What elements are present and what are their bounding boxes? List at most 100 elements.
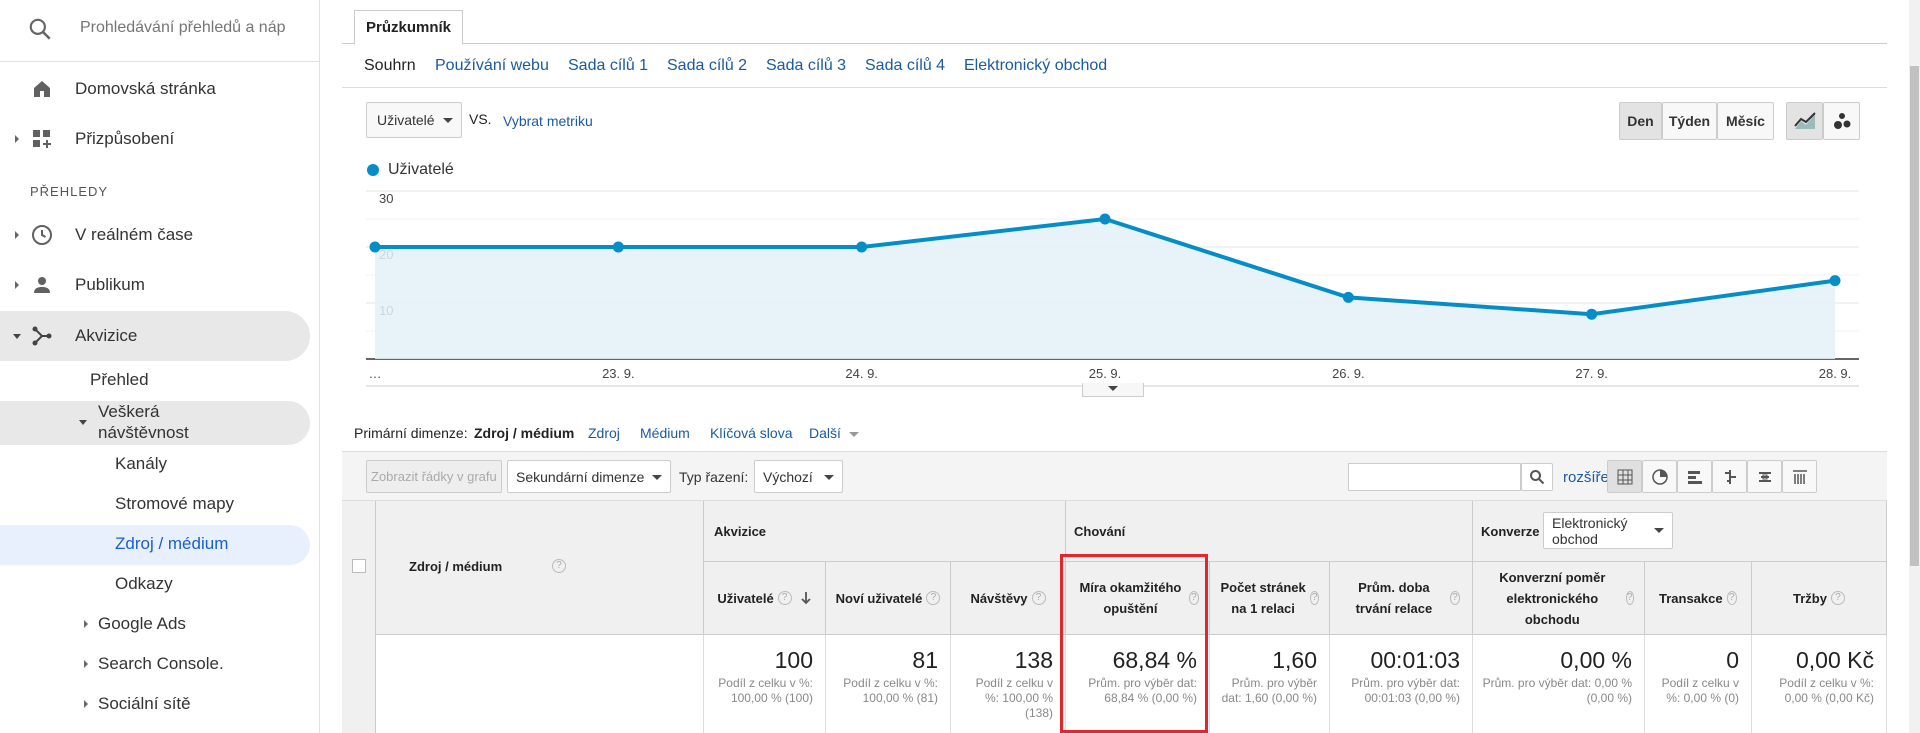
sidebar-item-audience[interactable]: Publikum — [0, 261, 320, 309]
sidebar-item-acquisition[interactable]: Akvizice — [0, 312, 310, 360]
expand-arrow-icon — [84, 700, 88, 708]
line-chart-icon — [1793, 112, 1816, 129]
conversions-select[interactable]: Elektronický obchod — [1543, 512, 1673, 549]
sidebar-item-referrals[interactable]: Odkazy — [115, 574, 173, 593]
sidebar-item-overview[interactable]: Přehled — [90, 370, 149, 389]
search-icon[interactable] — [27, 16, 53, 42]
sidebar-item-customize[interactable]: Přizpůsobení — [0, 115, 320, 163]
chevron-down-icon — [443, 118, 453, 123]
metric-select-value: Uživatelé — [377, 112, 435, 128]
dimension-header[interactable]: Zdroj / médium ? — [376, 501, 704, 634]
help-icon[interactable]: ? — [1449, 591, 1460, 605]
select-metric-link[interactable]: Vybrat metriku — [503, 113, 593, 129]
help-icon[interactable]: ? — [552, 559, 566, 573]
total-value: 0,00 Kč — [1796, 647, 1874, 673]
x-tick-label: 25. 9. — [1089, 366, 1122, 381]
total-value: 68,84 % — [1112, 647, 1197, 673]
view-term-cloud-button[interactable] — [1747, 460, 1782, 493]
chart-resize-handle[interactable] — [1082, 383, 1144, 397]
subnav-goal-set-1[interactable]: Sada cílů 1 — [568, 57, 649, 74]
group-acquisition-label: Akvizice — [714, 524, 767, 539]
table-filter-search-button[interactable] — [1521, 463, 1553, 491]
term-cloud-icon — [1758, 471, 1771, 482]
help-icon[interactable]: ? — [1830, 591, 1845, 605]
total-value: 138 — [1014, 647, 1053, 673]
subnav-goal-set-3[interactable]: Sada cílů 3 — [766, 57, 847, 74]
help-icon[interactable]: ? — [777, 591, 792, 605]
total-subtext: Prům. pro výběr dat: 68,84 % (0,00 %) — [1088, 676, 1197, 705]
page-scrollbar-thumb[interactable] — [1910, 66, 1919, 566]
dimension-header-label: Zdroj / médium — [409, 559, 503, 574]
sidebar-item-channels[interactable]: Kanály — [115, 454, 167, 473]
period-month-button[interactable]: Měsíc — [1717, 102, 1774, 140]
view-table-button[interactable] — [1607, 460, 1642, 493]
primary-dimension-medium[interactable]: Médium — [640, 425, 690, 441]
bar-chart-icon — [1687, 470, 1702, 484]
users-chart: 102030 …23. 9.24. 9.25. 9.26. 9.27. 9.28… — [366, 190, 1859, 387]
sort-type-select[interactable]: Výchozí — [754, 460, 843, 493]
total-subtext: Podíl z celku v %: 100,00 % (100) — [718, 676, 813, 705]
sidebar-item-home[interactable]: Domovská stránka — [0, 65, 320, 113]
col-header-avg-session-duration[interactable]: Prům. doba trvání relace? — [1330, 561, 1473, 634]
col-header-ecommerce-rate[interactable]: Konverzní poměr elektronického obchodu? — [1473, 561, 1645, 634]
sidebar-item-realtime[interactable]: V reálném čase — [0, 211, 320, 259]
primary-dimension-keywords[interactable]: Klíčová slova — [710, 425, 793, 441]
period-week-button[interactable]: Týden — [1662, 102, 1717, 140]
subnav-summary[interactable]: Souhrn — [364, 57, 416, 74]
plot-rows-button[interactable]: Zobrazit řádky v grafu — [366, 460, 502, 493]
group-acquisition: Akvizice — [704, 501, 1066, 561]
vs-label: VS. — [469, 111, 492, 127]
expand-arrow-icon — [84, 620, 88, 628]
select-all-checkbox[interactable] — [352, 559, 366, 573]
sidebar-highlight-all-traffic — [0, 401, 310, 445]
sidebar-item-all-traffic[interactable]: Veškerá návštěvnost — [78, 402, 298, 444]
dashboard-plus-icon — [33, 130, 51, 148]
view-pivot-button[interactable] — [1782, 460, 1817, 493]
table-filter-input[interactable] — [1348, 463, 1521, 491]
help-icon[interactable]: ? — [1726, 591, 1737, 605]
col-header-users[interactable]: Uživatelé? — [704, 561, 826, 634]
period-day-button[interactable]: Den — [1619, 102, 1662, 140]
motion-chart-button[interactable] — [1823, 102, 1860, 140]
checkbox-column — [342, 501, 376, 733]
subnav-site-usage[interactable]: Používání webu — [435, 57, 549, 74]
view-comparison-button[interactable] — [1712, 460, 1747, 493]
collapse-arrow-icon — [79, 420, 87, 425]
sidebar-item-source-medium[interactable]: Zdroj / médium — [115, 534, 229, 553]
col-header-bounce-rate[interactable]: Míra okamžitého opuštění? — [1066, 561, 1210, 634]
help-icon[interactable]: ? — [1310, 591, 1319, 605]
col-header-revenue[interactable]: Tržby? — [1752, 561, 1887, 634]
sidebar-item-treemaps[interactable]: Stromové mapy — [115, 494, 235, 513]
col-header-new-users[interactable]: Noví uživatelé? — [826, 561, 951, 634]
subnav-goal-set-2[interactable]: Sada cílů 2 — [667, 57, 748, 74]
group-conversions: Konverze Elektronický obchod — [1473, 501, 1887, 561]
primary-dimension-active: Zdroj / médium — [474, 425, 575, 441]
secondary-dimension-select[interactable]: Sekundární dimenze — [507, 460, 671, 493]
view-performance-button[interactable] — [1677, 460, 1712, 493]
col-header-pages-per-session[interactable]: Počet stránek na 1 relaci? — [1210, 561, 1330, 634]
help-icon[interactable]: ? — [1188, 591, 1199, 605]
col-header-label: Konverzní poměr elektronického obchodu — [1499, 569, 1606, 627]
sidebar-highlight-source-medium — [0, 525, 310, 565]
subnav-goal-set-4[interactable]: Sada cílů 4 — [865, 57, 946, 74]
primary-dimension-more[interactable]: Další — [809, 425, 859, 441]
metric-select[interactable]: Uživatelé — [366, 102, 462, 138]
help-icon[interactable]: ? — [1031, 591, 1046, 605]
chevron-down-icon — [848, 431, 859, 437]
tab-explorer[interactable]: Průzkumník — [354, 10, 464, 45]
help-icon[interactable]: ? — [1625, 591, 1634, 605]
subnav-ecommerce[interactable]: Elektronický obchod — [964, 57, 1108, 74]
total-subtext: Prům. pro výběr dat: 1,60 (0,00 %) — [1221, 676, 1317, 705]
primary-dimension-source[interactable]: Zdroj — [588, 425, 620, 441]
view-pie-button[interactable] — [1642, 460, 1677, 493]
line-chart-button[interactable] — [1786, 102, 1823, 140]
report-search-input[interactable] — [80, 16, 286, 40]
x-tick-label: 23. 9. — [602, 366, 635, 381]
col-header-label: Uživatelé — [717, 590, 774, 606]
col-header-label: Míra okamžitého opuštění — [1079, 580, 1182, 616]
total-users: 100 Podíl z celku v %: 100,00 % (100) — [704, 634, 826, 733]
col-header-transactions[interactable]: Transakce? — [1645, 561, 1752, 634]
data-point — [856, 241, 868, 253]
col-header-sessions[interactable]: Návštěvy? — [951, 561, 1066, 634]
help-icon[interactable]: ? — [926, 591, 941, 605]
